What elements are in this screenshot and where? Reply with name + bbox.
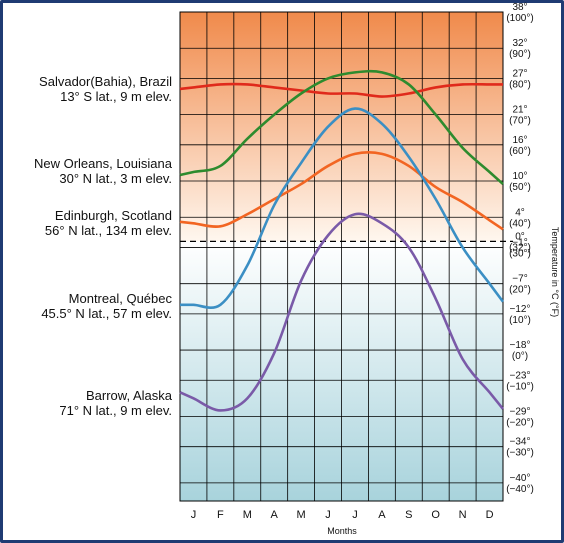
y-tick-label-fahrenheit: (10°)	[509, 315, 531, 326]
city-detail-label: 13° S lat., 9 m elev.	[60, 89, 172, 104]
x-tick-label: A	[271, 509, 279, 521]
city-name-label: Barrow, Alaska	[86, 388, 173, 403]
y-tick-label-fahrenheit: (50°)	[509, 182, 531, 193]
y-tick-label-fahrenheit: (−20°)	[506, 417, 534, 428]
series-lines	[179, 69, 505, 412]
y-tick-label-celsius: 0°	[515, 231, 525, 242]
series-line	[179, 82, 503, 98]
x-tick-label: J	[191, 509, 197, 521]
y-tick-label-fahrenheit: (20°)	[509, 285, 531, 296]
city-name-label: Montreal, Québec	[69, 291, 173, 306]
y-tick-label-celsius: 38°	[512, 2, 527, 13]
y-tick-label-fahrenheit: (0°)	[512, 351, 528, 362]
y-tick-label-fahrenheit: (32°)	[509, 242, 531, 253]
city-detail-label: 45.5° N lat., 57 m elev.	[41, 306, 172, 321]
y-tick-label-fahrenheit: (70°)	[509, 116, 531, 127]
y-tick-label-celsius: −34°	[510, 437, 531, 448]
series-line	[179, 212, 505, 412]
y-tick-label-fahrenheit: (−10°)	[506, 381, 534, 392]
y-tick-label-celsius: 10°	[512, 171, 527, 182]
x-tick-label: F	[217, 509, 224, 521]
y-tick-label-celsius: 27°	[512, 68, 527, 79]
grid	[179, 11, 504, 502]
plot-border	[179, 11, 504, 502]
x-tick-label: N	[459, 509, 467, 521]
y-axis-ticks: 38°(100°) 32°(90°) 27°(80°) 21°(70°) 16°(60°…	[506, 2, 534, 495]
y-tick-label-fahrenheit: (40°)	[509, 218, 531, 229]
y-tick-label-celsius: −29°	[510, 406, 531, 417]
y-tick-label-fahrenheit: (30°)	[509, 248, 531, 259]
city-name-label: Edinburgh, Scotland	[55, 208, 172, 223]
y-tick-label-celsius: −23°	[510, 370, 531, 381]
y-tick-label-fahrenheit: (60°)	[509, 146, 531, 157]
x-tick-label: O	[431, 509, 440, 521]
y-tick-label-fahrenheit: (90°)	[509, 49, 531, 60]
x-tick-label: M	[243, 509, 252, 521]
y-tick-label-celsius: −40°	[510, 473, 531, 484]
x-tick-label: S	[405, 509, 412, 521]
city-detail-label: 71° N lat., 9 m elev.	[59, 403, 172, 418]
y-tick-label-celsius: −18°	[510, 340, 531, 351]
y-tick-label-celsius: 16°	[512, 135, 527, 146]
series-line	[180, 107, 505, 309]
x-tick-label: A	[378, 509, 386, 521]
y-tick-label-celsius: 32°	[512, 38, 527, 49]
y-tick-label-fahrenheit: (80°)	[509, 79, 531, 90]
y-tick-label-fahrenheit: (−40°)	[506, 484, 534, 495]
x-tick-label: M	[297, 509, 306, 521]
y-tick-label-celsius: −12°	[510, 304, 531, 315]
y-tick-label-fahrenheit: (−30°)	[506, 448, 534, 459]
city-name-label: Salvador(Bahia), Brazil	[39, 74, 172, 89]
x-tick-label: J	[325, 509, 331, 521]
x-tick-label: D	[486, 509, 494, 521]
y-tick-label-celsius: 4°	[515, 207, 525, 218]
y-tick-label-celsius: −1°	[512, 237, 527, 248]
city-detail-label: 30° N lat., 3 m elev.	[59, 171, 172, 186]
x-tick-label: J	[352, 509, 358, 521]
city-detail-label: 56° N lat., 134 m elev.	[45, 223, 172, 238]
y-axis-title: Temperature in °C (°F)	[550, 227, 560, 317]
series-line	[179, 151, 504, 231]
x-axis-title: Months	[327, 526, 357, 536]
city-name-label: New Orleans, Louisiana	[34, 156, 173, 171]
y-tick-label-fahrenheit: (100°)	[506, 13, 533, 24]
series-line	[179, 69, 504, 186]
y-tick-label-celsius: 21°	[512, 105, 527, 116]
y-tick-label-celsius: −7°	[512, 274, 527, 285]
